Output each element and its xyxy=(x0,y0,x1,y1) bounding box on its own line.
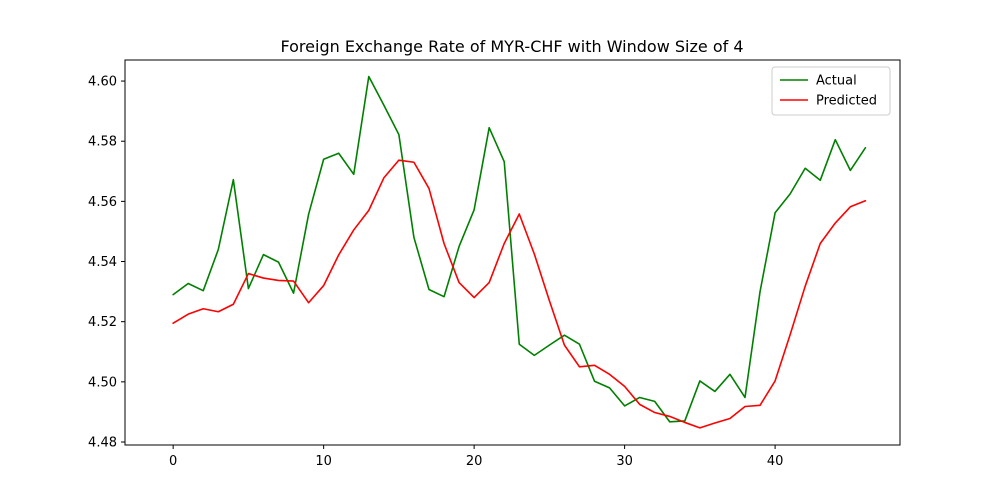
series-line-actual xyxy=(172,75,867,423)
y-tick-label: 4.58 xyxy=(88,135,117,150)
x-tick-label: 40 xyxy=(767,454,784,469)
y-tick-label: 4.54 xyxy=(88,255,117,270)
axes-layer: 0 10 20 30 40 4.48 4.50 4.52 4.54 4.56 4.58 4.60 xyxy=(88,75,783,469)
legend-label-actual: Actual xyxy=(816,74,857,89)
legend-label-predicted: Predicted xyxy=(816,94,877,109)
series-line-predicted xyxy=(172,159,867,429)
y-tick-label: 4.48 xyxy=(88,435,117,450)
y-tick-label: 4.50 xyxy=(88,375,117,390)
legend: Actual Predicted xyxy=(771,66,891,116)
x-tick-label: 20 xyxy=(466,454,483,469)
plot-layer xyxy=(172,75,867,429)
x-tick-label: 30 xyxy=(616,454,633,469)
y-tick-label: 4.60 xyxy=(88,75,117,90)
x-tick-label: 0 xyxy=(169,454,177,469)
x-tick-label: 10 xyxy=(315,454,332,469)
legend-box xyxy=(771,66,891,116)
chart-title: Foreign Exchange Rate of MYR-CHF with Wi… xyxy=(281,37,744,56)
y-tick-label: 4.56 xyxy=(88,195,117,210)
plot-frame xyxy=(124,59,901,446)
y-tick-label: 4.52 xyxy=(88,315,117,330)
